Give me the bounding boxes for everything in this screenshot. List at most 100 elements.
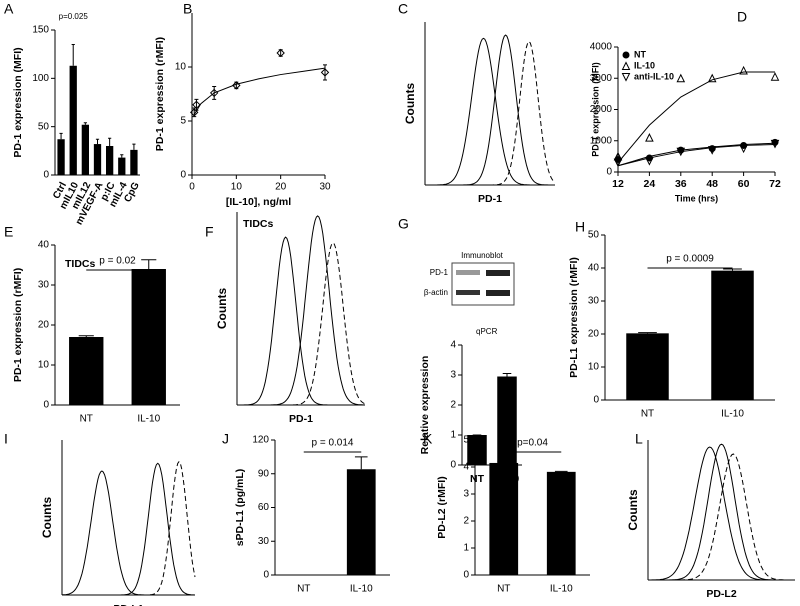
y-tick-label: 4000 [590,42,613,53]
y-axis-label: Counts [403,83,417,125]
bar [81,124,89,175]
y-tick-label: 0 [463,570,469,581]
histogram-filled [425,37,555,186]
fit-line [617,142,776,167]
p-value: p=0.025 [59,12,89,21]
point [232,81,241,90]
legend-label: IL-10 [634,60,655,70]
y-tick-label: 30 [588,296,600,307]
point [770,72,780,81]
x-tick-label: NT [80,414,93,425]
error-bar [120,154,124,158]
histogram-title: TIDCs [243,218,273,230]
note: qPCR [476,327,498,336]
y-tick-label: 120 [252,435,269,446]
blot-row-label: β-actin [424,288,448,297]
x-tick-label: 24 [644,178,656,190]
y-tick-label: 3000 [590,73,613,84]
x-axis-label: [IL-10], ng/ml [226,196,291,208]
panel-letter: I [4,431,8,447]
legend-label: NT [634,49,646,59]
y-tick-label: 40 [38,240,50,251]
error-bar [108,137,112,146]
point [192,100,201,110]
y-axis-label: Counts [40,497,54,539]
error-bar [59,132,63,140]
error-bar [323,64,327,81]
y-axis-label: PD-1 expression (MFI) [12,47,24,157]
blot-frame [451,262,515,306]
y-tick-label: 1000 [590,135,613,146]
point [645,157,654,166]
histogram-dashed [648,453,795,581]
x-tick-label: 36 [675,178,687,190]
bar [546,471,576,575]
y-tick-label: 10 [175,62,187,73]
panel-letter: L [635,431,643,447]
y-tick-label: 0 [43,170,49,181]
point [190,108,199,117]
blot-title: Immunoblot [461,251,504,260]
point [739,144,748,154]
y-axis-label: PD-L2 (rMFI) [436,476,448,538]
point [622,51,630,59]
x-tick-label: IL-10 [137,414,160,425]
panel-letter: B [183,1,192,17]
bar [346,469,376,575]
error-bar [354,456,368,470]
note: TIDCs [65,258,95,270]
panel-letter: A [4,1,14,17]
x-tick-label: IL-10 [350,584,373,595]
histogram-dashed [62,460,196,596]
bar [497,376,517,465]
y-tick-label: 4 [450,340,456,351]
bar [69,65,77,175]
y-tick-label: 60 [258,502,270,513]
y-tick-label: 90 [258,468,270,479]
bar [69,337,104,405]
y-tick-label: 20 [38,320,50,331]
histogram-dashed [425,40,556,186]
p-value: p = 0.0009 [666,254,714,265]
bar [118,157,126,175]
y-tick-label: 3 [463,489,469,500]
blot-band [486,290,510,296]
blot-band [486,270,510,276]
y-axis-label: PD-1 expression (MFI) [590,62,600,157]
panel-letter: K [423,431,433,447]
blot-band [456,290,480,295]
histogram-filled [648,446,795,581]
y-tick-label: 0 [43,400,49,411]
x-axis-label: PD-L2 [706,588,736,600]
x-tick-label: 60 [738,178,750,190]
error-bar [141,259,157,269]
point [676,147,686,157]
error-bar [95,138,100,145]
y-axis-label: Counts [215,288,229,330]
x-tick-label: 0 [189,182,195,193]
histogram-filled [61,470,196,596]
y-tick-label: 20 [588,329,600,340]
x-tick-label: 48 [706,178,718,190]
point [621,61,631,70]
error-bar [78,335,94,337]
y-tick-label: 0 [180,170,186,181]
y-tick-label: 40 [588,263,600,274]
x-tick-label: 72 [769,178,781,190]
y-tick-label: 30 [38,280,50,291]
error-bar [83,122,87,125]
fit-line [617,144,776,167]
bar [489,462,519,575]
y-axis-label: Counts [626,489,640,531]
y-tick-label: 150 [32,25,49,36]
y-tick-label: 1 [450,430,456,441]
panel-letter: F [205,224,214,240]
point [645,133,654,142]
y-tick-label: 10 [588,362,600,373]
x-tick-label: NT [297,584,310,595]
histogram-dashed [237,242,366,406]
fit-line [617,71,775,163]
error-bar [554,470,568,472]
point [276,48,285,58]
